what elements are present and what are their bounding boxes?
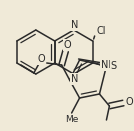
Text: S: S xyxy=(110,61,116,71)
Text: Cl: Cl xyxy=(97,26,106,36)
Text: Me: Me xyxy=(65,116,78,124)
Text: O: O xyxy=(126,97,133,107)
Text: N: N xyxy=(71,20,78,30)
Text: NH: NH xyxy=(101,60,116,70)
Text: O: O xyxy=(38,54,46,64)
Text: N: N xyxy=(71,74,78,84)
Text: O: O xyxy=(64,40,71,50)
